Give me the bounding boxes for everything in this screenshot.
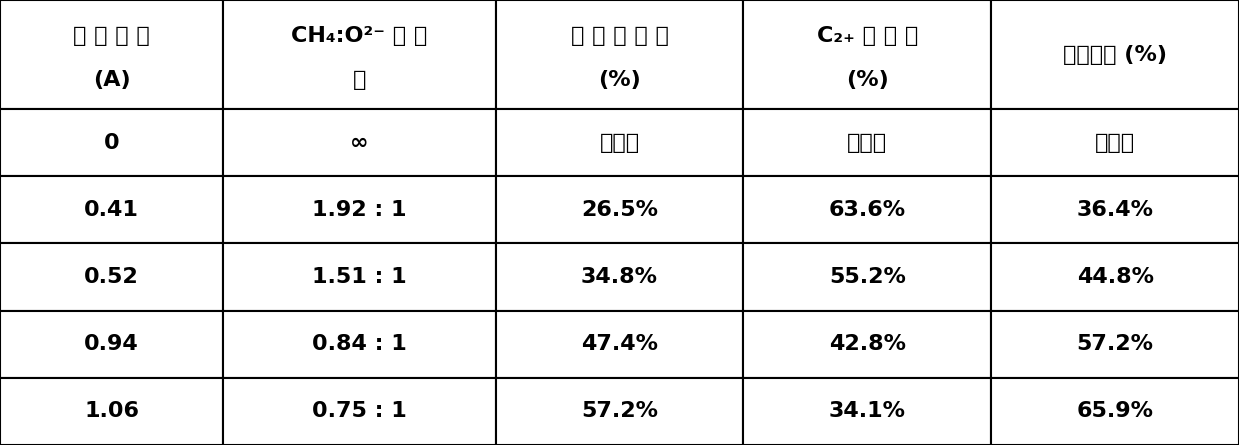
Bar xyxy=(991,243,1239,311)
Text: 工 作 电 流: 工 作 电 流 xyxy=(73,26,150,46)
Bar xyxy=(743,109,991,176)
Bar xyxy=(223,109,496,176)
Text: (%): (%) xyxy=(598,69,641,89)
Text: 1.51 : 1: 1.51 : 1 xyxy=(312,267,406,287)
Bar xyxy=(0,243,223,311)
Bar xyxy=(0,311,223,378)
Text: C₂₊ 选 择 性: C₂₊ 选 择 性 xyxy=(817,26,918,46)
Bar xyxy=(496,378,743,445)
Text: 无转化: 无转化 xyxy=(847,133,887,153)
Text: CH₄:O²⁻ 摩 尔: CH₄:O²⁻ 摩 尔 xyxy=(291,26,427,46)
Text: 碓氧化物 (%): 碓氧化物 (%) xyxy=(1063,44,1167,65)
Text: 无转化: 无转化 xyxy=(600,133,639,153)
Text: 42.8%: 42.8% xyxy=(829,334,906,354)
Text: 57.2%: 57.2% xyxy=(581,401,658,421)
Bar xyxy=(991,378,1239,445)
Text: 0.75 : 1: 0.75 : 1 xyxy=(312,401,406,421)
Text: 26.5%: 26.5% xyxy=(581,200,658,220)
Bar xyxy=(496,0,743,109)
Text: (%): (%) xyxy=(846,69,888,89)
Text: 0.94: 0.94 xyxy=(84,334,139,354)
Bar xyxy=(223,378,496,445)
Bar xyxy=(743,378,991,445)
Bar xyxy=(991,176,1239,243)
Bar xyxy=(223,0,496,109)
Text: 0.52: 0.52 xyxy=(84,267,139,287)
Bar xyxy=(223,176,496,243)
Bar xyxy=(743,243,991,311)
Text: 36.4%: 36.4% xyxy=(1077,200,1154,220)
Text: 甲 烷 转 化 率: 甲 烷 转 化 率 xyxy=(571,26,668,46)
Text: 65.9%: 65.9% xyxy=(1077,401,1154,421)
Bar xyxy=(496,243,743,311)
Text: 1.92 : 1: 1.92 : 1 xyxy=(312,200,406,220)
Text: 0.41: 0.41 xyxy=(84,200,139,220)
Text: 34.8%: 34.8% xyxy=(581,267,658,287)
Text: 比: 比 xyxy=(353,69,366,89)
Text: 0.84 : 1: 0.84 : 1 xyxy=(312,334,406,354)
Bar xyxy=(991,0,1239,109)
Text: 47.4%: 47.4% xyxy=(581,334,658,354)
Text: 0: 0 xyxy=(104,133,119,153)
Bar xyxy=(223,311,496,378)
Text: 1.06: 1.06 xyxy=(84,401,139,421)
Text: 63.6%: 63.6% xyxy=(829,200,906,220)
Text: 57.2%: 57.2% xyxy=(1077,334,1154,354)
Bar xyxy=(743,0,991,109)
Bar xyxy=(496,176,743,243)
Bar xyxy=(0,109,223,176)
Bar xyxy=(0,378,223,445)
Bar xyxy=(496,311,743,378)
Text: 55.2%: 55.2% xyxy=(829,267,906,287)
Bar xyxy=(743,311,991,378)
Text: 无转化: 无转化 xyxy=(1095,133,1135,153)
Bar xyxy=(743,176,991,243)
Text: (A): (A) xyxy=(93,69,130,89)
Text: 34.1%: 34.1% xyxy=(829,401,906,421)
Bar xyxy=(991,311,1239,378)
Bar xyxy=(496,109,743,176)
Text: ∞: ∞ xyxy=(351,133,368,153)
Bar xyxy=(223,243,496,311)
Bar xyxy=(0,176,223,243)
Bar xyxy=(991,109,1239,176)
Text: 44.8%: 44.8% xyxy=(1077,267,1154,287)
Bar xyxy=(0,0,223,109)
